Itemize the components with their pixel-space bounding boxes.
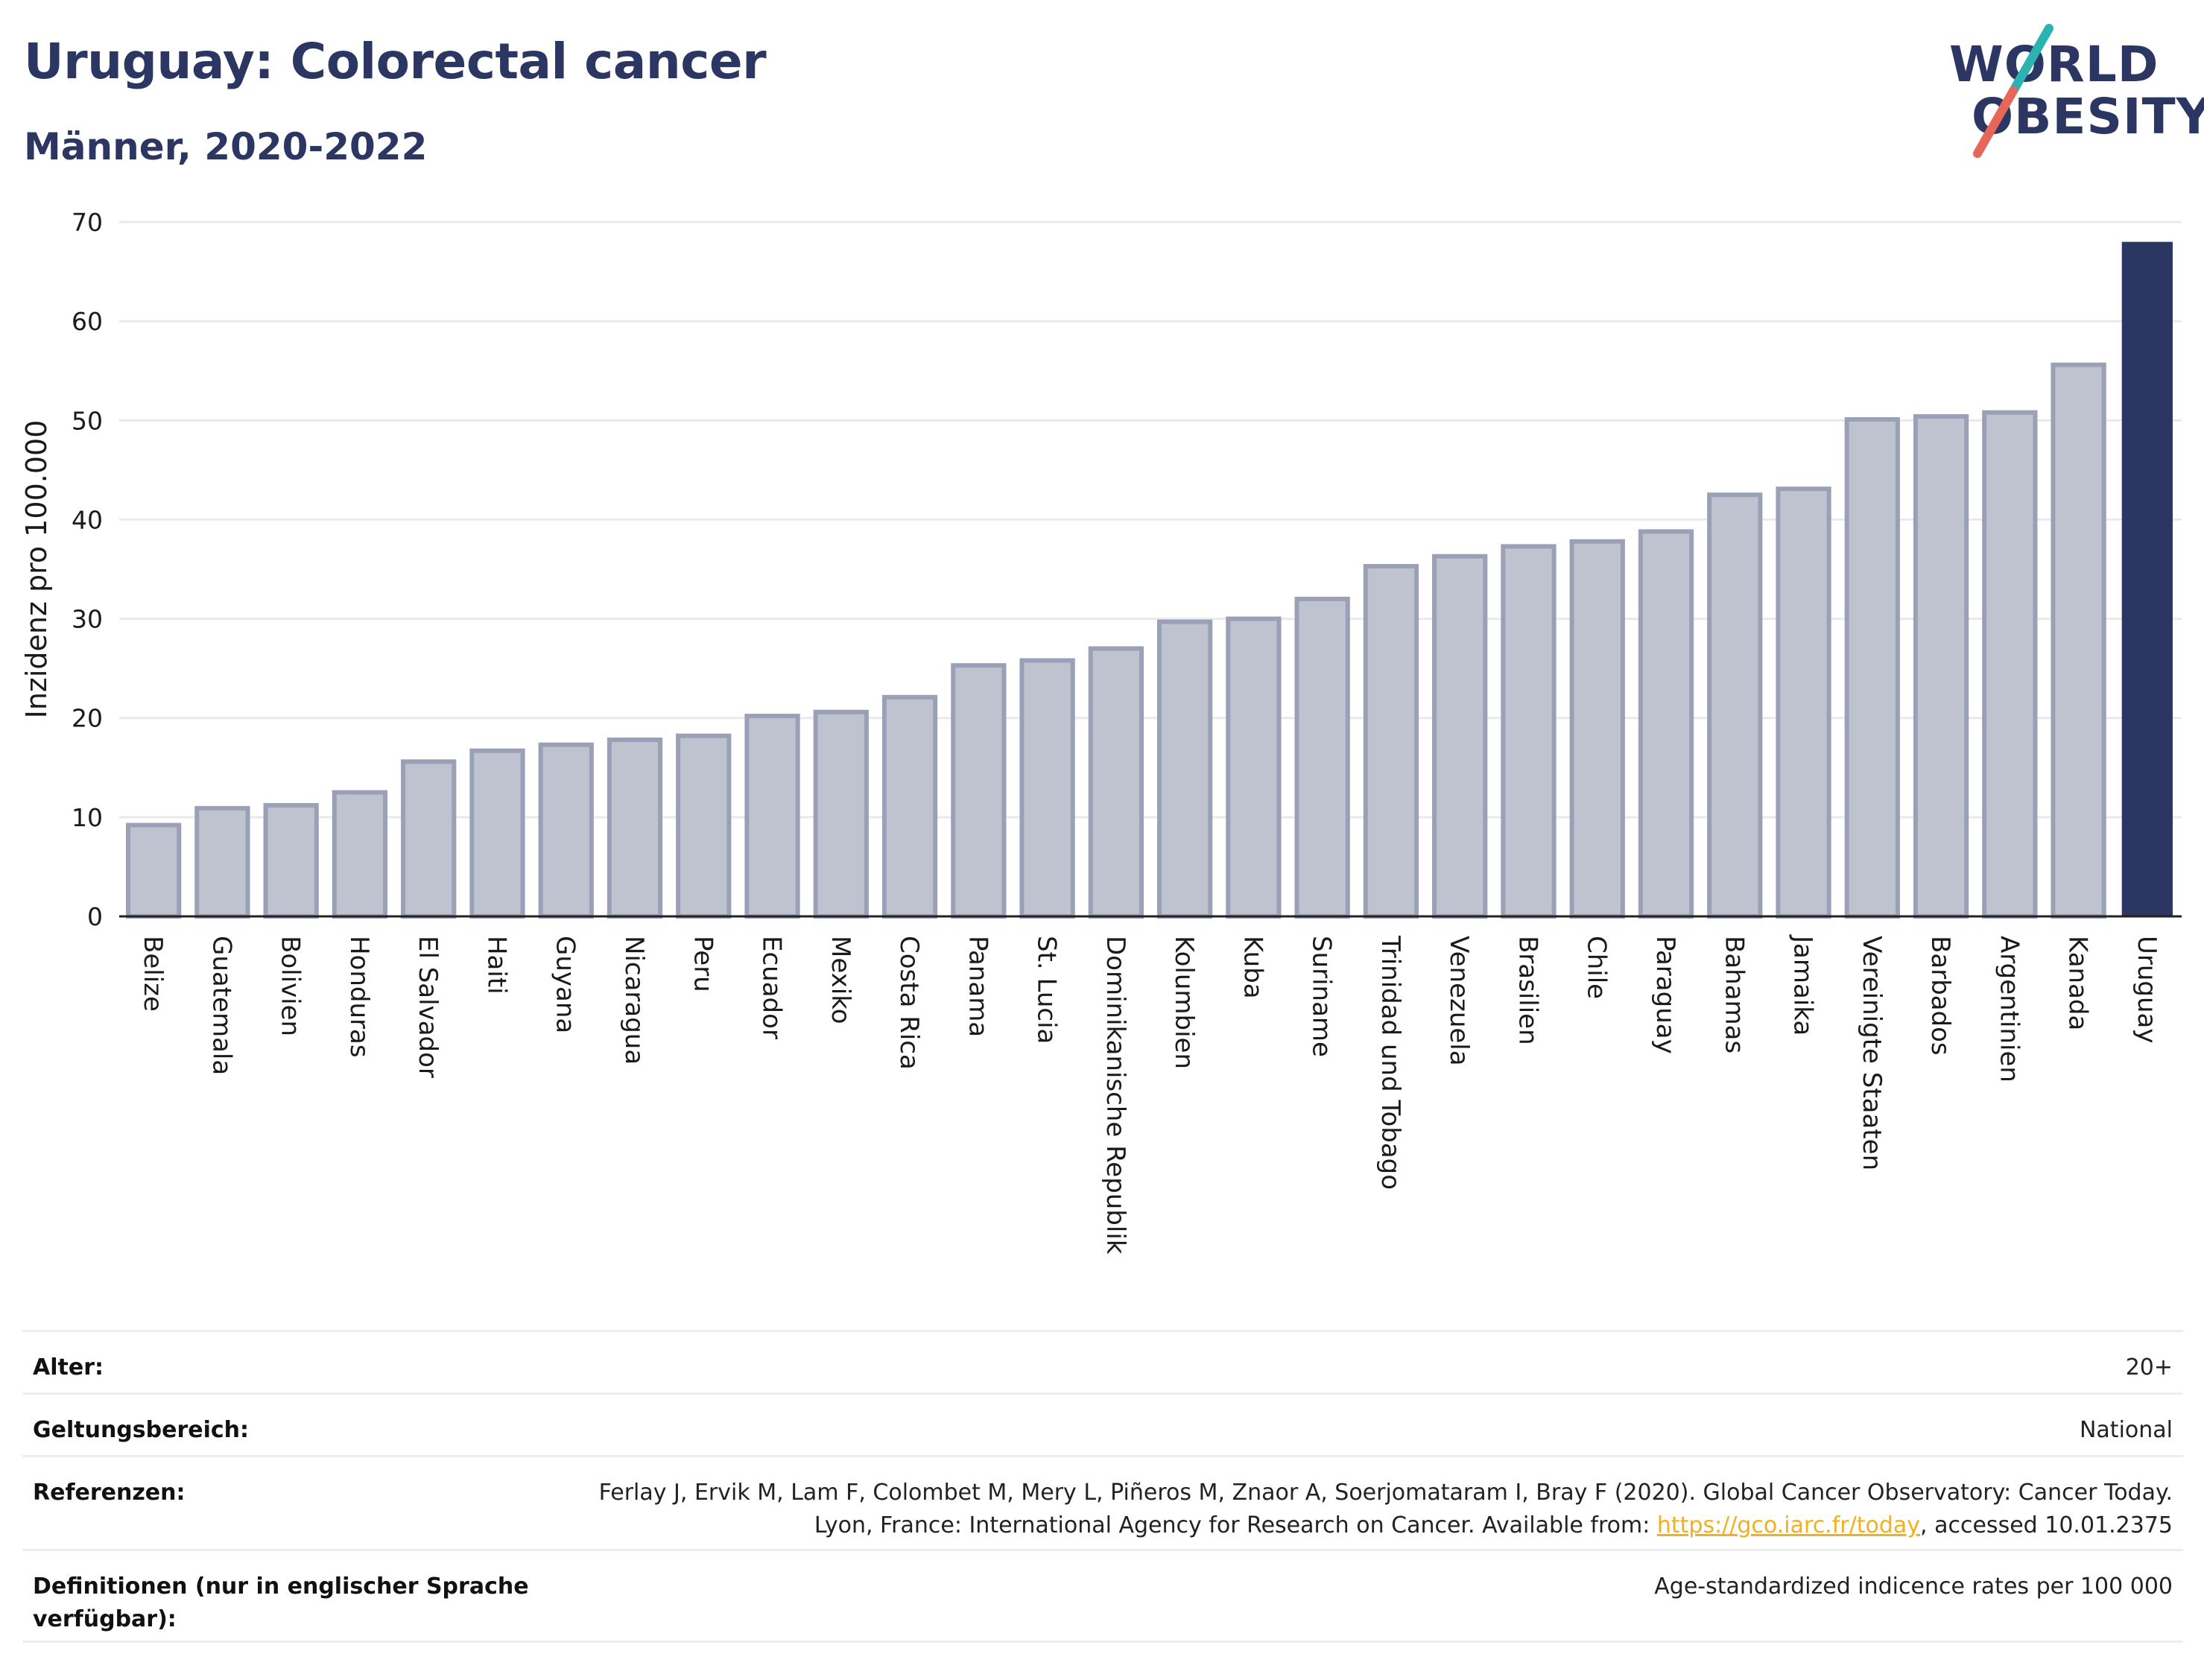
bar-jamaika: [1776, 486, 1831, 919]
x-tick-label: Brasilien: [1513, 936, 1542, 1045]
bar-el-salvador: [401, 759, 457, 919]
y-tick-label: 60: [72, 307, 103, 336]
bar-dominikanische-republik: [1088, 646, 1144, 919]
x-tick-label: Haiti: [481, 936, 511, 995]
info-table: Alter: 20+ Geltungsbereich: National Ref…: [22, 1330, 2183, 1643]
x-tick-label: Honduras: [344, 936, 374, 1058]
logo-slash-icon: [1973, 24, 2053, 158]
bars: [125, 241, 2173, 919]
bar-trinidad-und-tobago: [1363, 564, 1419, 919]
x-axis-labels: Belize Guatemala Bolivien Honduras El Salvad…: [138, 934, 2162, 1255]
bar-barbados: [1913, 413, 1969, 919]
chart-title: Uruguay: Colorectal cancer: [24, 33, 767, 90]
y-tick-label: 10: [72, 803, 103, 832]
x-tick-label: Kanada: [2063, 936, 2093, 1030]
x-tick-label: Argentinien: [1994, 936, 2024, 1083]
y-tick-label: 30: [72, 605, 103, 634]
info-label-scope: Geltungsbereich:: [33, 1417, 250, 1443]
x-tick-label: St. Lucia: [1032, 936, 1062, 1044]
x-tick-label: Dominikanische Republik: [1101, 936, 1130, 1255]
bar-haiti: [469, 748, 525, 919]
y-tick-label: 20: [72, 704, 103, 733]
bar-uruguay: [2121, 241, 2173, 917]
reference-accessed: , accessed 10.01.2375: [1920, 1512, 2173, 1538]
logo-line-1: WORLD: [1949, 36, 2159, 93]
x-tick-label: Suriname: [1307, 936, 1337, 1057]
y-tick-label: 50: [72, 406, 103, 435]
y-axis-ticks: 0 10 20 30 40 50 60 70: [72, 208, 103, 931]
info-value-age: 20+: [2125, 1354, 2173, 1381]
logo-slash-top: [2009, 24, 2053, 95]
bar-mexiko: [813, 709, 869, 919]
x-tick-label: Chile: [1582, 936, 1612, 999]
logo-slash-bottom: [1973, 86, 2018, 158]
bar-bolivien: [263, 802, 319, 919]
world-obesity-logo: WORLD OBESITY: [1937, 22, 2204, 164]
y-axis-title: Inzidenz pro 100.000: [20, 420, 53, 719]
x-tick-label: Jamaika: [1788, 934, 1818, 1036]
bar-belize: [125, 822, 182, 919]
info-row-scope: Geltungsbereich: National: [22, 1392, 2183, 1455]
x-tick-label: Kuba: [1238, 936, 1267, 999]
bar-paraguay: [1638, 529, 1694, 919]
bar-argentinien: [1982, 410, 2038, 919]
info-label-definitions: Definitionen (nur in englischer Sprache …: [33, 1573, 529, 1632]
x-tick-label: Kolumbien: [1169, 936, 1199, 1069]
bar-kuba: [1226, 616, 1282, 919]
bar-kolumbien: [1156, 619, 1213, 919]
x-tick-label: Belize: [138, 936, 168, 1012]
info-label-references: Referenzen:: [33, 1480, 186, 1506]
bar-guatemala: [194, 805, 250, 919]
gridlines: [119, 221, 2182, 819]
y-tick-label: 0: [87, 902, 103, 931]
x-tick-label: Ecuador: [757, 936, 787, 1039]
x-tick-label: Panama: [963, 936, 992, 1037]
x-tick-label: Venezuela: [1444, 936, 1474, 1066]
bar-venezuela: [1432, 554, 1488, 919]
info-row-definitions: Definitionen (nur in englischer Sprache …: [22, 1549, 2183, 1643]
info-value-references: Ferlay J, Ervik M, Lam F, Colombet M, Me…: [571, 1477, 2173, 1542]
x-tick-label: Paraguay: [1650, 936, 1680, 1054]
x-tick-label: Guyana: [551, 936, 580, 1033]
x-tick-label: Uruguay: [2132, 936, 2162, 1044]
bar-nicaragua: [607, 738, 663, 919]
x-tick-label: Mexiko: [826, 936, 855, 1024]
info-value-definitions: Age-standardized indicence rates per 100…: [1654, 1573, 2173, 1600]
x-tick-label: Nicaragua: [619, 936, 649, 1065]
info-row-age: Alter: 20+: [22, 1330, 2183, 1392]
y-tick-label: 40: [72, 505, 103, 534]
x-tick-label: Bahamas: [1719, 936, 1749, 1053]
info-label-age: Alter:: [33, 1354, 104, 1381]
bar-chile: [1569, 539, 1625, 919]
bar-panama: [951, 663, 1007, 919]
y-tick-label: 70: [72, 208, 103, 237]
x-tick-label: Guatemala: [206, 936, 236, 1075]
bar-st-lucia: [1019, 658, 1075, 919]
reference-link[interactable]: https://gco.iarc.fr/today: [1656, 1512, 1921, 1538]
x-tick-label: Peru: [688, 936, 718, 992]
bar-chart: 0 10 20 30 40 50 60 70 Belize Guatemala Bolivien H…: [20, 208, 2182, 1255]
reference-text: Ferlay J, Ervik M, Lam F, Colombet M, Me…: [598, 1480, 2173, 1538]
x-tick-label: Vereinigte Staaten: [1857, 936, 1887, 1170]
x-tick-label: Bolivien: [276, 936, 305, 1036]
x-tick-label: Barbados: [1925, 936, 1955, 1056]
bar-ecuador: [744, 714, 800, 919]
x-tick-label: Trinidad und Tobago: [1375, 935, 1405, 1190]
x-tick-label: Costa Rica: [894, 936, 924, 1070]
bar-guyana: [538, 742, 594, 919]
chart-subtitle: Männer, 2020-2022: [24, 125, 428, 168]
x-tick-label: El Salvador: [413, 936, 443, 1078]
bar-bahamas: [1707, 492, 1763, 919]
bar-honduras: [332, 790, 388, 919]
bar-kanada: [2051, 362, 2106, 919]
info-value-scope: National: [2079, 1417, 2173, 1443]
bar-costa-rica: [881, 694, 938, 919]
bar-suriname: [1294, 596, 1350, 919]
bar-brasilien: [1501, 544, 1557, 919]
bar-peru: [676, 733, 732, 919]
bar-vereinigte-staaten: [1844, 416, 1900, 919]
info-row-references: Referenzen: Ferlay J, Ervik M, Lam F, Co…: [22, 1455, 2183, 1549]
